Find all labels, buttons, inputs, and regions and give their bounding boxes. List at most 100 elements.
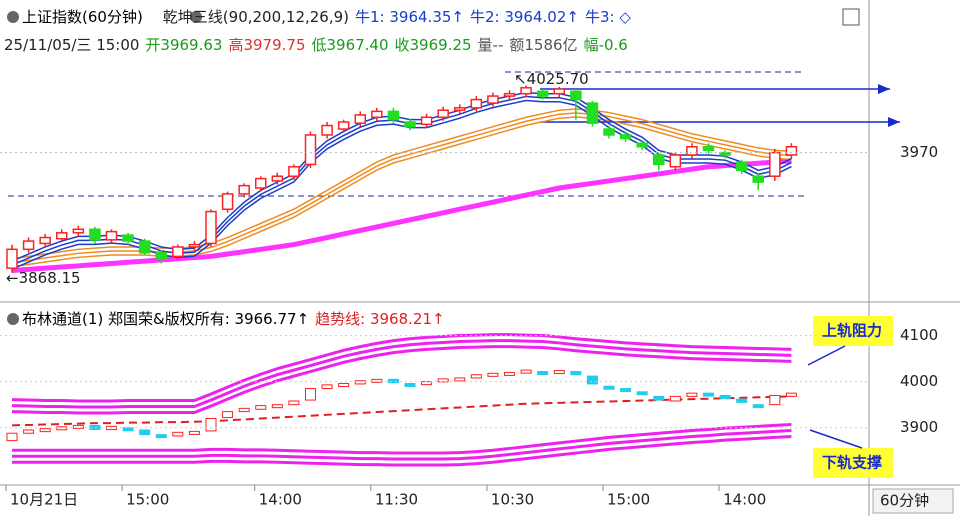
mini-candle [371, 378, 383, 383]
candle-body [122, 234, 134, 242]
candle-body [387, 110, 400, 121]
candle-body [105, 230, 118, 241]
candle-body [752, 175, 764, 183]
candle-body [172, 246, 184, 258]
candle-body [669, 154, 682, 168]
candle-body [337, 121, 350, 130]
menu-icon[interactable] [7, 313, 19, 325]
low-label: ←3868.15 [6, 269, 81, 287]
candle-body [39, 236, 51, 245]
candle-body [72, 228, 85, 234]
candle-body [155, 252, 167, 260]
legend-item: 牛3: ◇ [584, 8, 631, 26]
candle-body [420, 116, 433, 126]
indicator-line [11, 116, 792, 268]
mini-candle [6, 432, 18, 442]
candle-body [22, 240, 35, 251]
legend-item: 牛1: 3964.35↑ [355, 8, 464, 26]
mini-candle [387, 378, 399, 384]
candle-body [619, 134, 632, 140]
candle-body [271, 175, 284, 182]
annotation: 上轨阻力 [822, 322, 882, 340]
candle-body [520, 87, 532, 95]
mini-candle [553, 370, 565, 375]
candle-body [188, 243, 201, 248]
mini-candle [785, 392, 797, 397]
mini-candle [222, 411, 234, 419]
mini-candle [288, 400, 300, 406]
candle-body [636, 142, 648, 148]
arrow-head [888, 117, 900, 127]
trend-label: 趋势线: 3968.21↑ [315, 310, 445, 328]
x-tick-label: 14:00 [259, 491, 302, 509]
mini-candle [139, 429, 151, 436]
panel-title: 布林通道(1) 郑国荣&版权所有: 3966.77↑ [22, 310, 310, 328]
legend-item: 额1586亿 [509, 36, 578, 54]
mini-candle [470, 374, 482, 379]
mini-candle [72, 424, 84, 429]
mini-candle [437, 378, 449, 383]
menu-icon[interactable] [7, 11, 19, 23]
mini-candle [520, 369, 532, 374]
candle-body [288, 166, 300, 177]
candle-body [553, 88, 565, 95]
indicator-line [11, 158, 792, 274]
x-tick-label: 10:30 [491, 491, 534, 509]
period-label: 60分钟 [880, 492, 929, 510]
mini-candle [205, 417, 217, 432]
mini-candle [321, 384, 333, 390]
legend-item: 量-- [477, 36, 504, 54]
candle-body [735, 161, 748, 172]
y-tick-label: 3900 [900, 418, 938, 436]
mini-candle [752, 404, 764, 409]
y-tick-label: 3970 [900, 143, 938, 161]
mini-candle [56, 426, 68, 431]
legend-item: 25/11/05/三 15:00 [4, 36, 140, 54]
candle-body [702, 145, 715, 152]
candle-body [56, 232, 68, 240]
period-button[interactable] [872, 488, 954, 514]
mini-candle [255, 405, 267, 410]
menu-icon[interactable] [190, 11, 202, 23]
candle-body [404, 121, 416, 128]
mini-candle [504, 371, 515, 376]
quote-row: 25/11/05/三 15:00 开3969.63 高3979.75 低3967.40… [4, 34, 634, 55]
mini-candle [238, 407, 250, 413]
annotation: 下轨支撑 [822, 454, 882, 472]
mini-candle [570, 371, 582, 376]
band-line [12, 422, 792, 455]
candle-body [653, 154, 665, 166]
window-icon[interactable] [842, 8, 860, 26]
candle-body [586, 102, 599, 124]
mini-candle [23, 429, 35, 434]
mini-candle [454, 377, 466, 382]
mini-candle [404, 382, 416, 387]
legend-item: 高3979.75 [228, 36, 306, 54]
mini-candle [305, 388, 316, 401]
high-label: ↖4025.70 [514, 70, 589, 88]
mini-candle [719, 394, 731, 399]
mini-candle [537, 371, 549, 376]
candle-body [470, 98, 483, 109]
mini-candle [172, 431, 184, 437]
mini-candle [487, 372, 499, 377]
mini-candle [354, 380, 366, 385]
candle-body [454, 107, 466, 111]
candle-body [255, 177, 267, 189]
mini-candle [603, 385, 615, 390]
candle-body [221, 193, 234, 210]
legend-item: 低3967.40 [311, 36, 389, 54]
candle-body [205, 210, 217, 245]
mini-candle [636, 391, 648, 396]
band-line [11, 345, 792, 415]
mini-candle [188, 430, 200, 435]
legend-item: 乾坤三线(90,200,12,26,9) [162, 8, 350, 26]
candle-body [238, 184, 250, 195]
candle-body [89, 228, 101, 241]
candle-body [769, 151, 781, 177]
annotation-box [813, 316, 893, 346]
y-tick-label: 4100 [900, 326, 938, 344]
